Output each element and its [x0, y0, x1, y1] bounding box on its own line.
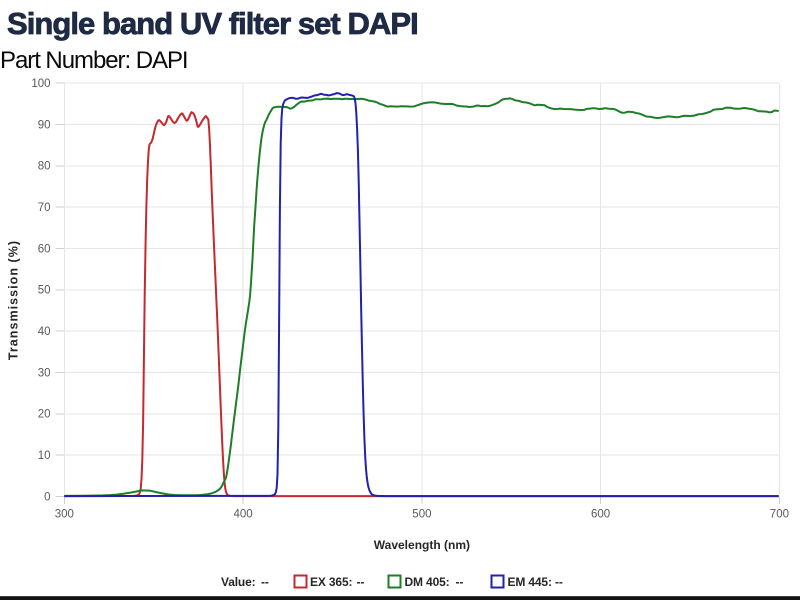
svg-text:30: 30	[38, 367, 51, 379]
svg-text:0: 0	[44, 491, 50, 503]
svg-text:10: 10	[38, 450, 51, 462]
svg-text:400: 400	[234, 509, 253, 521]
svg-text:EM 445:: EM 445:	[508, 575, 552, 589]
svg-text:100: 100	[31, 78, 50, 90]
svg-text:500: 500	[412, 509, 431, 521]
svg-text:60: 60	[38, 243, 51, 255]
svg-text:Transmission (%): Transmission (%)	[7, 240, 21, 360]
svg-text:50: 50	[38, 285, 51, 297]
svg-text:--: --	[555, 575, 563, 589]
svg-text:700: 700	[770, 509, 789, 521]
svg-text:DM 405:: DM 405:	[405, 575, 450, 589]
svg-text:--: --	[261, 575, 269, 589]
svg-text:80: 80	[38, 161, 51, 173]
svg-text:--: --	[456, 575, 464, 589]
svg-text:Wavelength (nm): Wavelength (nm)	[374, 538, 470, 552]
svg-text:EX 365:: EX 365:	[310, 575, 352, 589]
svg-text:--: --	[357, 575, 365, 589]
svg-text:90: 90	[38, 119, 51, 131]
svg-text:40: 40	[38, 326, 51, 338]
svg-text:Value:: Value:	[221, 575, 255, 589]
svg-text:300: 300	[55, 509, 74, 521]
svg-text:20: 20	[38, 409, 51, 421]
svg-text:70: 70	[38, 202, 51, 214]
svg-text:600: 600	[591, 509, 610, 521]
